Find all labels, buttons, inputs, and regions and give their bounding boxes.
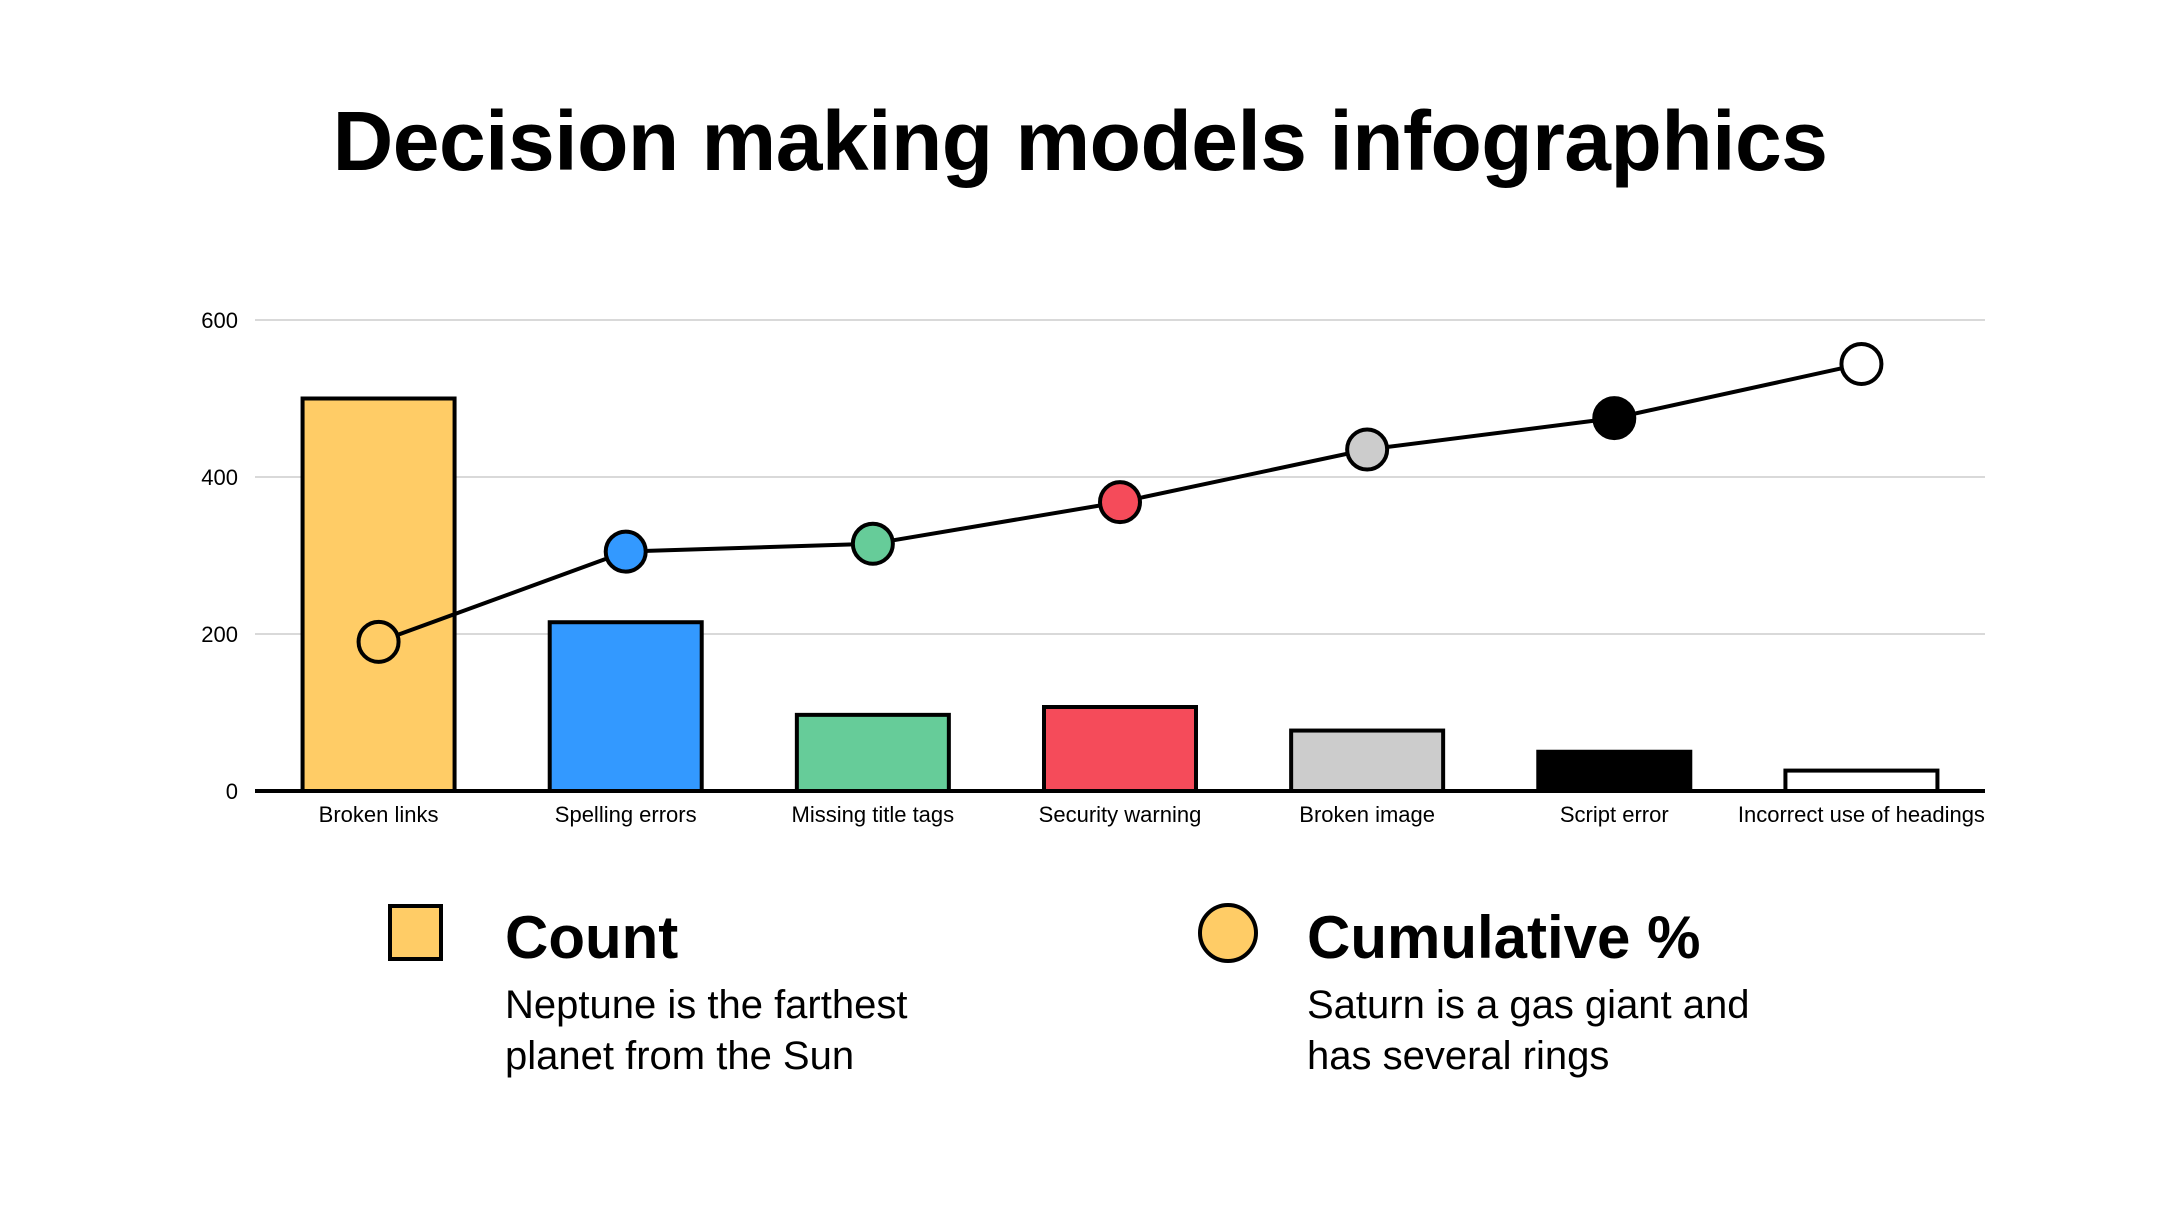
x-tick-label: Broken image [1299,802,1435,827]
cumulative-point [850,521,895,566]
cumulative-point [1592,396,1637,441]
y-tick-label: 0 [226,779,238,804]
x-tick-label: Security warning [1039,802,1202,827]
cumulative-point [356,619,401,664]
legend-cumulative-label: Cumulative % [1307,904,1701,971]
legend-count-label: Count [505,904,679,971]
bar [300,396,457,793]
x-tick-label: Missing title tags [792,802,955,827]
legend-count: Count Neptune is the farthest planet fro… [388,900,988,1100]
x-tick-label: Broken links [319,802,439,827]
cumulative-point [1345,427,1390,472]
legend-cumulative: Cumulative % Saturn is a gas giant and h… [1198,903,1848,1103]
cumulative-point [603,529,648,574]
cumulative-point [1098,480,1142,525]
bar [1536,749,1693,793]
bar [547,620,704,793]
cumulative-point [1839,341,1884,386]
legend-cumulative-description: Saturn is a gas giant and has several ri… [1307,983,1750,1078]
y-tick-label: 600 [201,308,238,333]
x-tick-label: Incorrect use of headings [1738,802,1985,827]
bar [1289,728,1446,793]
bar [794,712,951,793]
legend-count-description: Neptune is the farthest planet from the … [505,983,908,1078]
legend-cumulative-swatch [1198,903,1258,963]
y-tick-label: 400 [201,465,238,490]
x-tick-label: Script error [1560,802,1669,827]
bar [1783,768,1940,794]
bar [1042,705,1198,794]
legend-count-swatch [388,904,443,961]
y-tick-label: 200 [201,622,238,647]
x-tick-label: Spelling errors [555,802,697,827]
page-title: Decision making models infographics [332,94,1828,188]
